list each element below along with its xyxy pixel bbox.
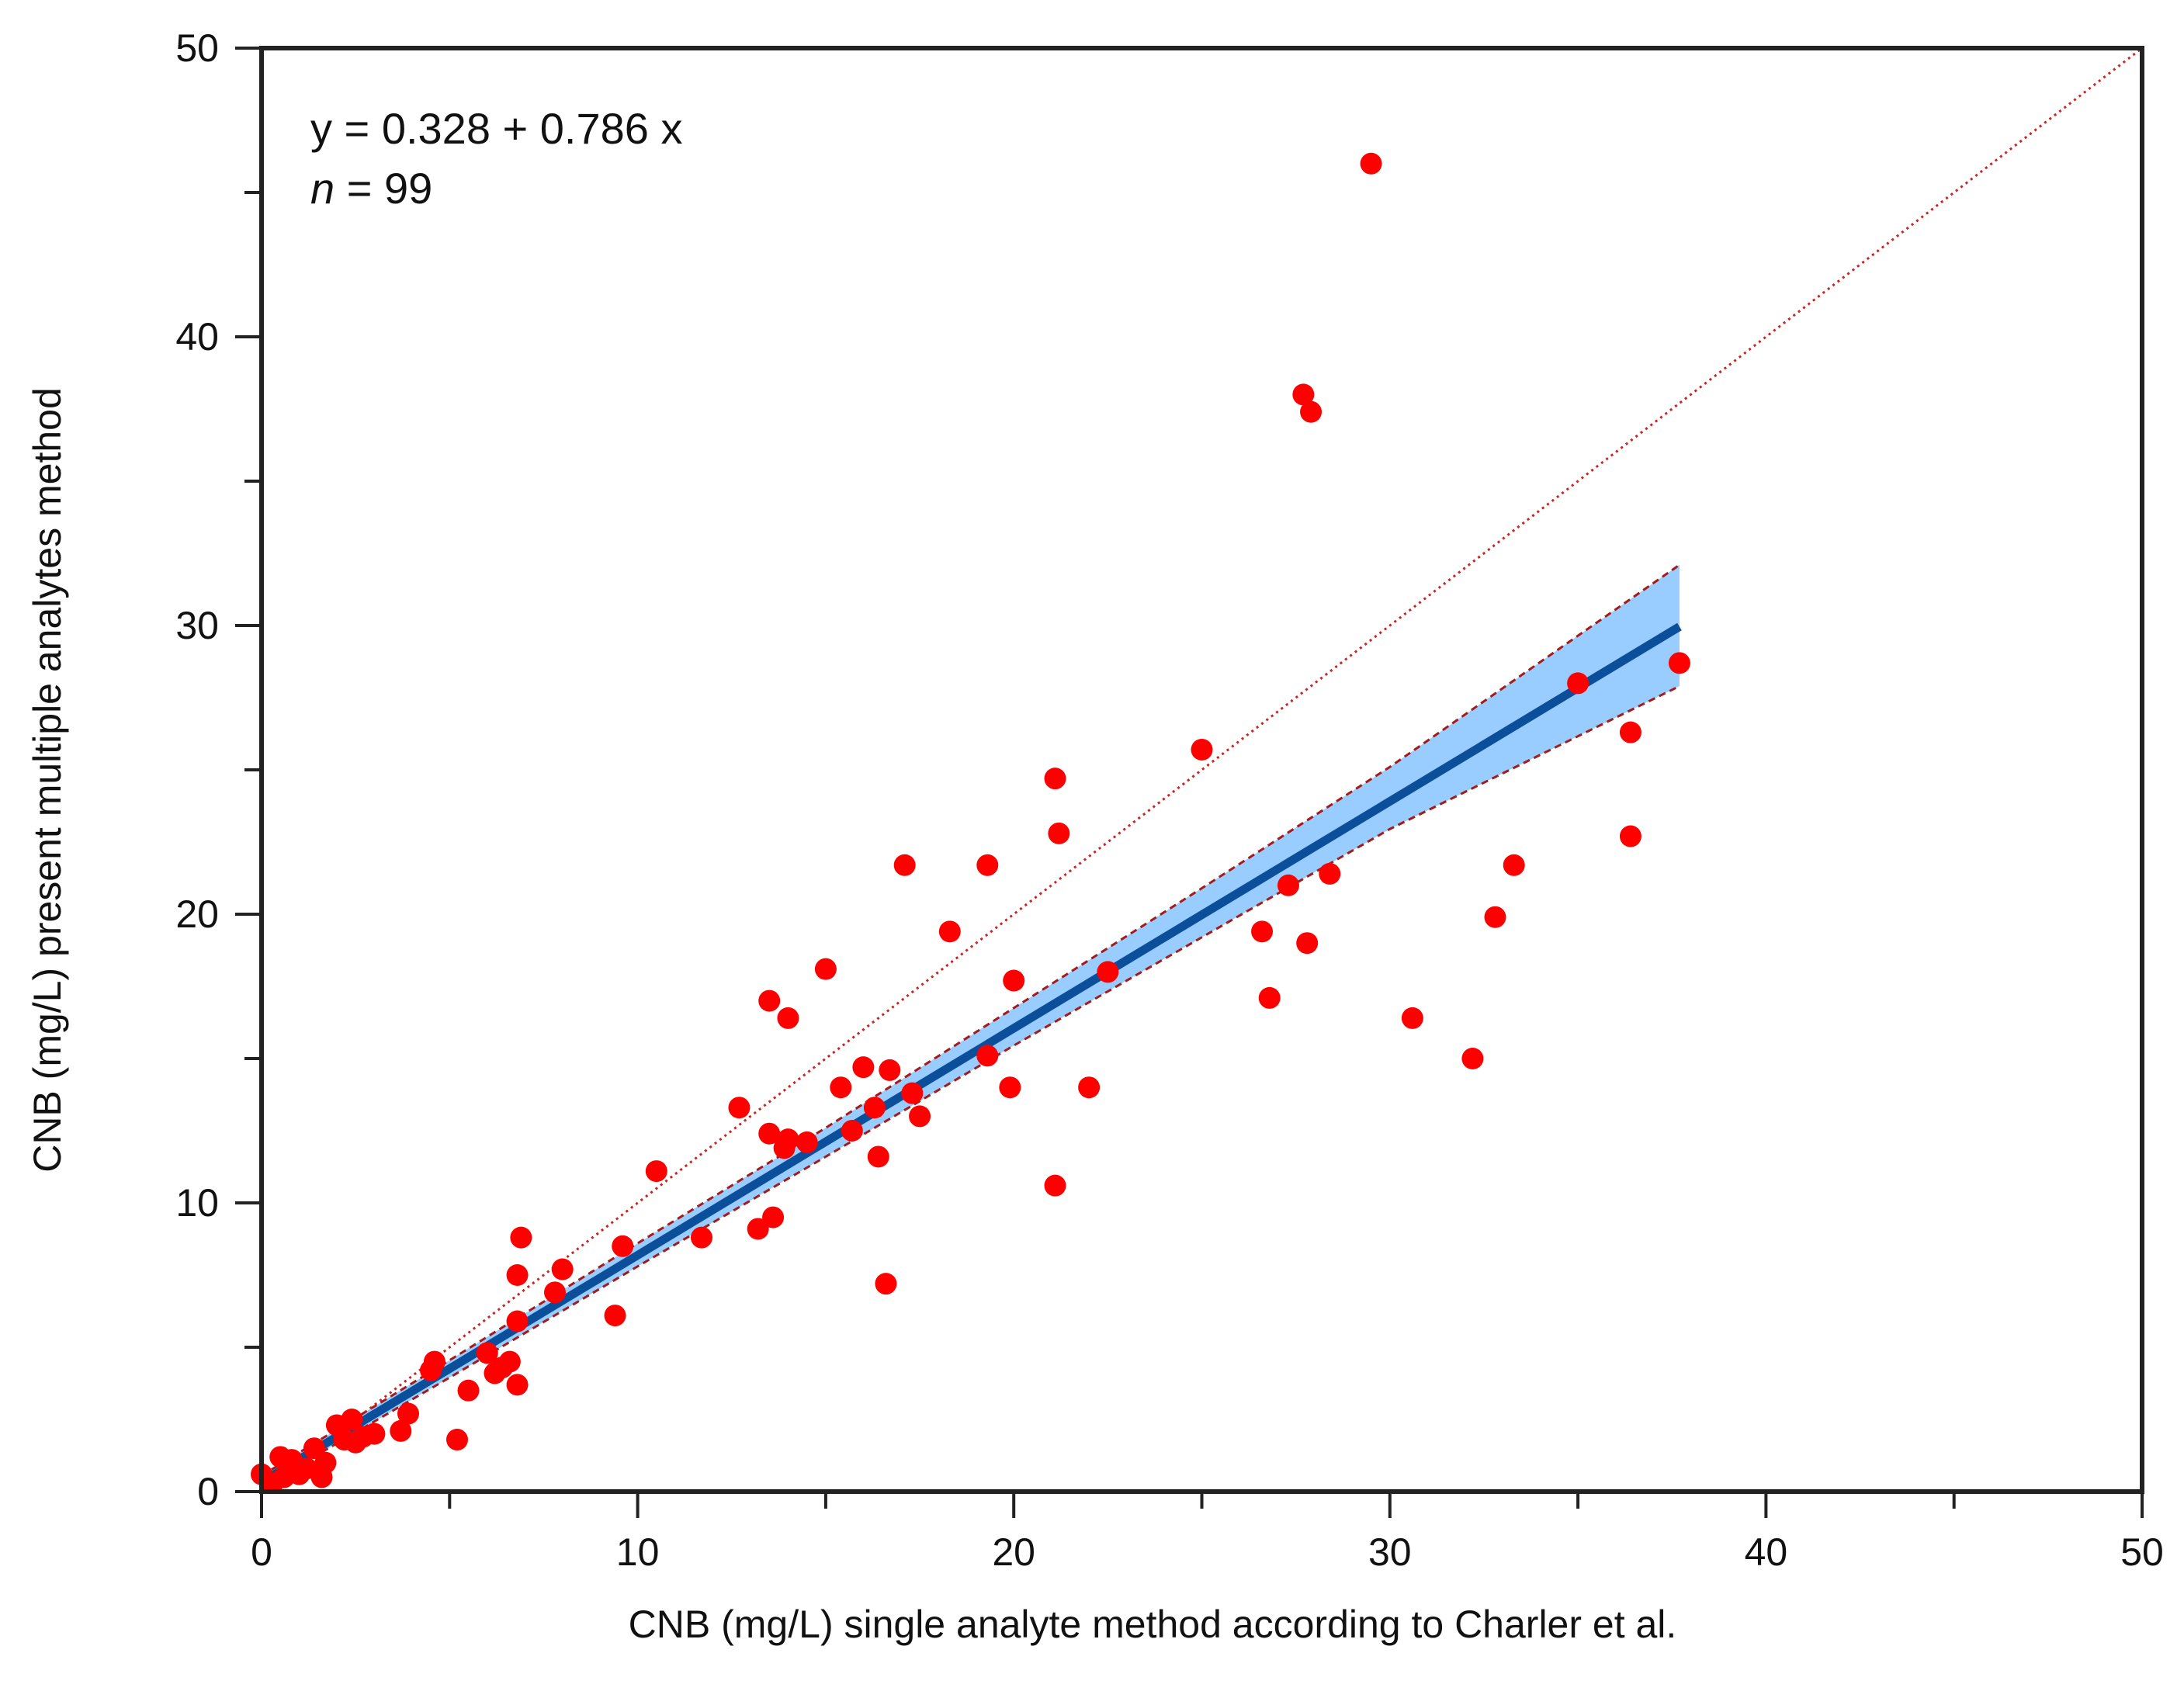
data-point bbox=[1461, 1048, 1484, 1069]
x-axis-label: CNB (mg/L) single analyte method accordi… bbox=[629, 1603, 1677, 1646]
data-point bbox=[1619, 721, 1641, 743]
data-point bbox=[879, 1059, 901, 1081]
confidence-band-lower bbox=[261, 684, 1680, 1488]
data-point bbox=[777, 1007, 799, 1029]
data-point bbox=[390, 1419, 412, 1442]
x-tick-label: 40 bbox=[1745, 1530, 1788, 1574]
x-tick-label: 0 bbox=[251, 1530, 272, 1574]
sample-size-symbol: n bbox=[310, 164, 335, 213]
data-point bbox=[867, 1145, 889, 1168]
y-tick-label: 10 bbox=[175, 1181, 219, 1225]
data-point bbox=[690, 1226, 712, 1249]
regression-line-layer bbox=[259, 622, 1682, 1486]
data-point bbox=[1296, 932, 1319, 955]
data-point bbox=[604, 1305, 626, 1327]
data-point bbox=[506, 1264, 529, 1286]
data-point bbox=[875, 1273, 897, 1295]
data-point bbox=[506, 1374, 529, 1396]
data-point bbox=[1401, 1007, 1423, 1029]
x-tick-label: 30 bbox=[1368, 1530, 1412, 1574]
data-point bbox=[612, 1235, 634, 1257]
data-point bbox=[852, 1056, 875, 1079]
data-point bbox=[543, 1281, 566, 1304]
identity-line bbox=[261, 47, 2143, 1493]
data-point bbox=[976, 1045, 999, 1067]
data-point bbox=[938, 920, 961, 943]
data-point bbox=[1044, 1174, 1066, 1197]
data-point bbox=[1292, 383, 1315, 406]
identity-line-layer bbox=[261, 47, 2143, 1493]
data-point bbox=[1619, 825, 1641, 847]
data-point bbox=[314, 1451, 337, 1474]
data-point bbox=[1567, 672, 1589, 695]
data-point bbox=[1097, 961, 1119, 983]
data-points bbox=[251, 152, 1690, 1494]
regression-line bbox=[259, 622, 1682, 1486]
data-point bbox=[506, 1310, 529, 1332]
x-tick-label: 10 bbox=[616, 1530, 660, 1574]
data-point bbox=[1258, 986, 1281, 1009]
data-point bbox=[363, 1423, 386, 1445]
confidence-band-upper bbox=[261, 563, 1680, 1477]
y-tick-labels: 0 10 20 30 40 50 bbox=[175, 26, 219, 1513]
sample-size-value: = 99 bbox=[335, 164, 432, 213]
data-point bbox=[1044, 768, 1066, 790]
data-point bbox=[747, 1218, 769, 1240]
data-point bbox=[1003, 969, 1025, 992]
data-point bbox=[758, 1122, 781, 1145]
data-point bbox=[1484, 906, 1506, 928]
y-tick-label: 0 bbox=[197, 1470, 219, 1513]
x-tick-label: 20 bbox=[992, 1530, 1035, 1574]
axis-ticks bbox=[235, 47, 2144, 1518]
y-tick-label: 50 bbox=[175, 26, 219, 70]
y-tick-label: 20 bbox=[175, 892, 219, 936]
data-point bbox=[1300, 400, 1323, 423]
data-point bbox=[1277, 874, 1299, 896]
data-point bbox=[1319, 862, 1341, 885]
y-axis-label: CNB (mg/L) present multiple analytes met… bbox=[26, 387, 69, 1173]
sample-size: n = 99 bbox=[310, 164, 432, 213]
data-point bbox=[1668, 652, 1690, 674]
regression-equation: y = 0.328 + 0.786 x bbox=[310, 104, 682, 153]
y-tick-label: 30 bbox=[175, 604, 219, 647]
data-point bbox=[498, 1350, 521, 1373]
data-point bbox=[341, 1409, 363, 1430]
data-point bbox=[728, 1097, 751, 1119]
data-point bbox=[476, 1342, 498, 1364]
data-point bbox=[999, 1076, 1021, 1099]
data-point bbox=[901, 1082, 924, 1104]
x-tick-label: 50 bbox=[2120, 1530, 2164, 1574]
data-point bbox=[830, 1076, 852, 1099]
data-point bbox=[1503, 854, 1525, 876]
data-point bbox=[423, 1350, 445, 1373]
data-point bbox=[645, 1160, 667, 1183]
data-point bbox=[457, 1379, 480, 1402]
data-point bbox=[397, 1402, 419, 1425]
data-point bbox=[758, 989, 781, 1012]
data-point bbox=[976, 854, 999, 876]
y-tick-label: 40 bbox=[175, 315, 219, 359]
data-point bbox=[445, 1429, 468, 1451]
data-point bbox=[841, 1120, 863, 1142]
data-point bbox=[510, 1226, 532, 1249]
x-tick-labels: 0 10 20 30 40 50 bbox=[251, 1530, 2164, 1574]
data-point bbox=[1078, 1076, 1101, 1099]
data-point bbox=[1048, 822, 1070, 844]
data-point bbox=[814, 958, 837, 980]
data-point bbox=[762, 1206, 785, 1229]
data-point bbox=[1360, 152, 1382, 175]
data-point bbox=[796, 1131, 818, 1153]
data-point bbox=[1191, 738, 1213, 761]
data-point bbox=[777, 1128, 799, 1151]
data-point bbox=[551, 1258, 574, 1280]
data-point bbox=[863, 1097, 886, 1119]
data-point bbox=[893, 854, 916, 876]
data-point bbox=[909, 1105, 931, 1128]
data-point bbox=[1251, 920, 1274, 943]
